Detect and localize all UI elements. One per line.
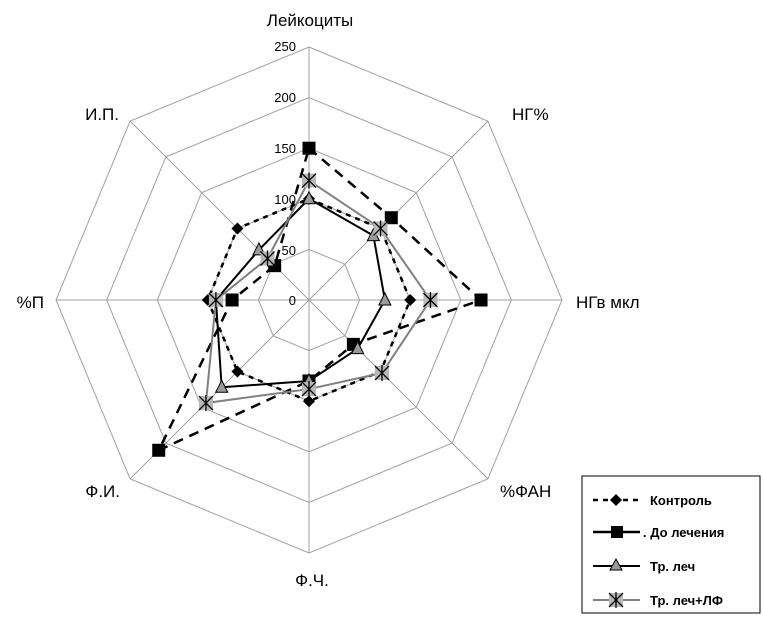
legend-item-treatment-lf: Тр. леч+ЛФ: [593, 592, 723, 608]
axis-label-ip: И.П.: [85, 105, 119, 124]
tick-label-layer: 0 50 100 150 200 250: [274, 39, 296, 308]
series-3-point-3-star: [374, 364, 390, 381]
axis-label-fi: Ф.И.: [85, 482, 120, 501]
series-2-point-0: [302, 190, 316, 205]
legend-item-control: Контроль: [593, 493, 712, 508]
series-3-point-6: [208, 292, 224, 308]
legend-item-before-treatment: . До лечения: [593, 525, 724, 540]
legend-marker-control: [610, 494, 622, 506]
series-3-point-1: [373, 220, 389, 237]
series-3-point-4-star: [301, 381, 317, 398]
series-3-point-1-star: [373, 220, 389, 237]
legend-label-before-treatment: . До лечения: [643, 525, 724, 540]
series-3-point-2-star: [422, 292, 438, 308]
series-3-point-7-star: [260, 250, 275, 267]
legend-label-control: Контроль: [650, 493, 712, 508]
legend-item-treatment: Тр. леч: [593, 557, 695, 574]
tick-label-200: 200: [274, 90, 296, 105]
series-0-point-7: [231, 222, 244, 235]
tick-label-250: 250: [274, 39, 296, 54]
legend-label-treatment: Тр. леч: [650, 559, 695, 574]
tick-label-100: 100: [274, 192, 296, 207]
axis-spoke-1: [308, 120, 489, 301]
axis-label-fan-percent: %ФАН: [500, 482, 551, 501]
series-0-point-2: [404, 294, 417, 306]
series-2-point-2: [378, 291, 392, 306]
grid-layer: [55, 46, 563, 554]
series-1-point-0: [302, 141, 316, 155]
series-3-point-0: [301, 172, 317, 189]
series-1-point-2: [474, 293, 488, 307]
series-line-1: [156, 146, 484, 453]
series-3-point-7: [260, 250, 275, 267]
series-1-point-1: [384, 211, 398, 225]
tick-label-0: 0: [289, 293, 296, 308]
axis-label-percent-p: %П: [17, 293, 44, 312]
legend-label-treatment-lf: Тр. леч+ЛФ: [650, 593, 723, 608]
series-3-point-5: [198, 395, 214, 412]
series-line-0: [206, 197, 412, 403]
legend: Контроль . До лечения Тр. леч Тр. леч+ЛФ: [581, 475, 761, 614]
series-layer: [152, 141, 488, 457]
series-3-point-6-star: [208, 292, 224, 308]
series-1-point-6: [225, 293, 239, 307]
series-0-point-5: [231, 365, 244, 378]
series-2-point-3: [350, 340, 365, 355]
series-3-point-4: [301, 381, 317, 398]
legend-marker-treatment-lf: [608, 592, 624, 608]
axis-label-leukocytes: Лейкоциты: [267, 11, 353, 30]
series-1-point-5: [152, 443, 166, 457]
legend-marker-treatment: [609, 557, 623, 571]
legend-marker-before-treatment: [611, 526, 623, 538]
series-3-point-2: [422, 292, 438, 308]
tick-label-150: 150: [274, 141, 296, 156]
axis-label-fch: Ф.Ч.: [295, 571, 329, 590]
axis-spoke-3: [308, 299, 489, 480]
series-2-point-5: [214, 379, 229, 393]
series-3-point-0-star: [301, 172, 317, 189]
series-3-point-3: [374, 364, 390, 381]
axis-label-ng-mkl: НГв мкл: [576, 293, 640, 312]
series-0-point-4: [303, 395, 315, 408]
axis-label-layer: Лейкоциты НГ% НГв мкл %ФАН Ф.Ч. Ф.И. %П …: [17, 11, 640, 590]
series-3-point-5-star: [198, 395, 214, 412]
axis-label-ng-percent: НГ%: [512, 105, 549, 124]
tick-label-50: 50: [282, 243, 296, 258]
